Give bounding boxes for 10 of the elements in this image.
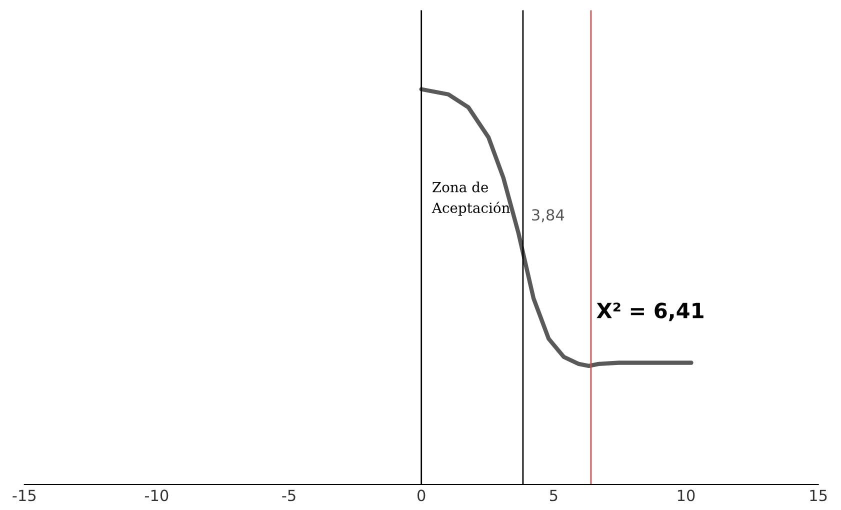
x-tick-label: 0 <box>417 490 426 502</box>
x-tick-label: -15 <box>12 490 36 502</box>
ref-line-label: 3,84 <box>532 209 564 222</box>
annotation: Zona de Aceptación <box>432 182 510 216</box>
x-tick-label: 5 <box>550 490 558 502</box>
x-tick-label: -10 <box>144 490 168 502</box>
x-tick-label: 10 <box>678 490 695 502</box>
x-tick-label: -5 <box>282 490 296 502</box>
x-tick-label: 15 <box>810 490 827 502</box>
ref-line-label: X² = 6,41 <box>596 302 704 322</box>
